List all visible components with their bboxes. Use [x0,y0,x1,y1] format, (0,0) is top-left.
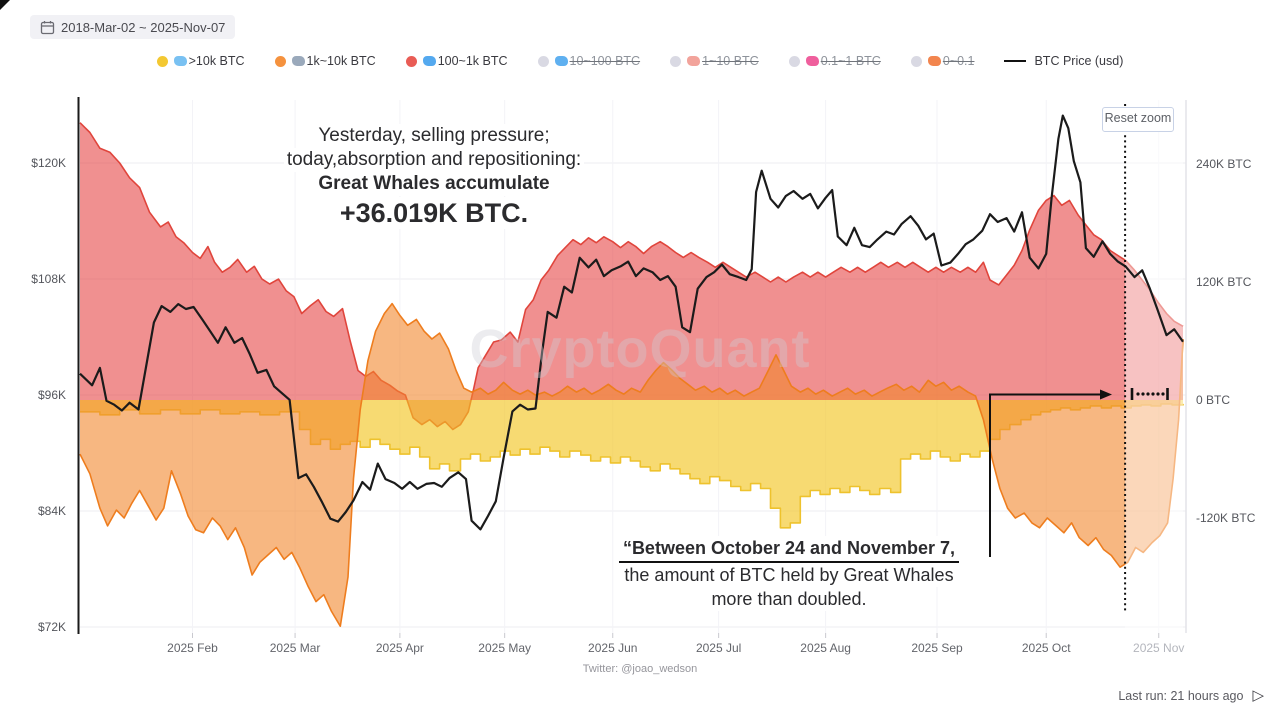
legend-label: 1~10 BTC [702,54,759,68]
range-marker-dot [1136,392,1140,396]
price-line-swatch [1004,60,1027,62]
axis-tick-label: 2025 Sep [911,641,963,655]
axis-tick-label: -120K BTC [1196,511,1256,525]
legend-item-0-1-1-btc[interactable]: 0.1~1 BTC [788,54,881,68]
annotation-highlight-value: +36.019K BTC. [336,197,532,229]
annotation-line: today,absorption and repositioning: [283,148,585,172]
legend-label: 0.1~1 BTC [820,54,881,68]
legend-dot [910,55,922,67]
chart-legend: >10k BTC 1k~10k BTC 100~1k BTC 10~100 BTC 1~… [80,54,1200,68]
mouse-cursor [0,0,10,10]
axis-tick-label: 240K BTC [1196,157,1252,171]
axis-tick-label: 2025 Aug [800,641,851,655]
bottom-annotation: “Between October 24 and November 7, the … [584,536,994,611]
play-icon[interactable]: ▷ [1252,687,1264,704]
twitter-credit: Twitter: @joao_wedson [582,663,698,675]
axis-tick-label: 2025 Mar [270,641,321,655]
legend-item-10-100-btc[interactable]: 10~100 BTC [537,54,641,68]
annotation-arrow [989,393,1101,557]
axis-tick-label: 2025 Oct [1022,641,1071,655]
last-run-status: Last run: 21 hours ago ▷ [1118,688,1264,703]
fish-emoji-icon [554,56,568,66]
axis-tick-label: $72K [38,620,66,634]
annotation-line: Great Whales accumulate [315,172,553,196]
axis-tick-label: 2025 Jun [588,641,637,655]
range-marker-dot [1141,392,1145,396]
btc-price-line [79,114,1184,531]
axis-tick-label: 2025 Nov [1133,641,1184,655]
axis-tick-label: $96K [38,388,66,402]
axis-tick-label: 2025 Apr [376,641,424,655]
legend-text: 0.1~1 BTC [805,54,881,68]
legend-text: 10~100 BTC [554,54,641,68]
legend-item-100-1k-btc[interactable]: 100~1k BTC [405,54,508,68]
area-1k-10k-btc [80,303,1183,627]
annotation-arrowhead [1100,389,1112,400]
annotation-line: the amount of BTC held by Great Whales [620,563,958,587]
range-marker-dot [1156,392,1160,396]
axis-tick-label: 0 BTC [1196,393,1230,407]
axis-tick-label: 2025 May [478,641,531,655]
axis-tick-label: $120K [31,156,66,170]
whale-emoji-icon [173,56,187,66]
legend-dot [156,55,168,67]
shrimp-emoji-icon [927,56,941,66]
axis-tick-label: 120K BTC [1196,275,1252,289]
zoom-window-highlight [1125,100,1183,633]
range-marker-dot [1161,392,1165,396]
legend-text: 1k~10k BTC [291,54,376,68]
legend-dot [274,55,286,67]
reset-zoom-button[interactable]: Reset zoom [1102,107,1174,132]
range-marker-dot [1146,392,1150,396]
legend-item-1k-10k-btc[interactable]: 1k~10k BTC [274,54,376,68]
legend-text: >10k BTC [173,54,245,68]
annotation-line: Yesterday, selling pressure; [315,124,553,148]
axis-tick-label: $108K [31,272,66,286]
legend-label: 100~1k BTC [437,54,508,68]
legend-item-btc-price[interactable]: BTC Price (usd) [1004,54,1123,68]
legend-dot [788,55,800,67]
legend-label: >10k BTC [188,54,245,68]
area-100-1k-btc [80,122,1183,430]
last-run-label: Last run: 21 hours ago [1118,688,1244,703]
calendar-icon [40,20,55,35]
legend-text: 1~10 BTC [687,54,759,68]
date-range-label: 2018-Mar-02 ~ 2025-Nov-07 [61,19,226,35]
shark-emoji-icon [291,56,305,66]
legend-text: 100~1k BTC [422,54,508,68]
legend-item--10k-btc[interactable]: >10k BTC [156,54,245,68]
axis-tick-label: $84K [38,504,66,518]
squid-emoji-icon [805,56,819,66]
legend-dot [670,55,682,67]
blowfish-emoji-icon [687,56,701,66]
legend-dot [405,55,417,67]
legend-item-1-10-btc[interactable]: 1~10 BTC [670,54,759,68]
annotation-line: “Between October 24 and November 7, [618,536,960,563]
legend-label: BTC Price (usd) [1034,54,1124,68]
annotation-line: more than doubled. [707,587,871,611]
edge-100-1k-btc [79,122,1184,431]
axis-tick-label: 2025 Jul [696,641,741,655]
top-annotation: Yesterday, selling pressure; today,absor… [228,124,640,229]
legend-label: 1k~10k BTC [306,54,376,68]
legend-label: 10~100 BTC [569,54,641,68]
range-marker-dot [1151,392,1155,396]
legend-item-0-0-1[interactable]: 0~0.1 [910,54,975,68]
axis-tick-label: 2025 Feb [167,641,218,655]
legend-text: 0~0.1 [927,54,975,68]
date-range-chip[interactable]: 2018-Mar-02 ~ 2025-Nov-07 [30,15,236,39]
dolphin-emoji-icon [422,56,436,66]
legend-label: 0~0.1 [942,54,975,68]
edge-1k-10k-btc [79,302,1184,628]
legend-dot [537,55,549,67]
